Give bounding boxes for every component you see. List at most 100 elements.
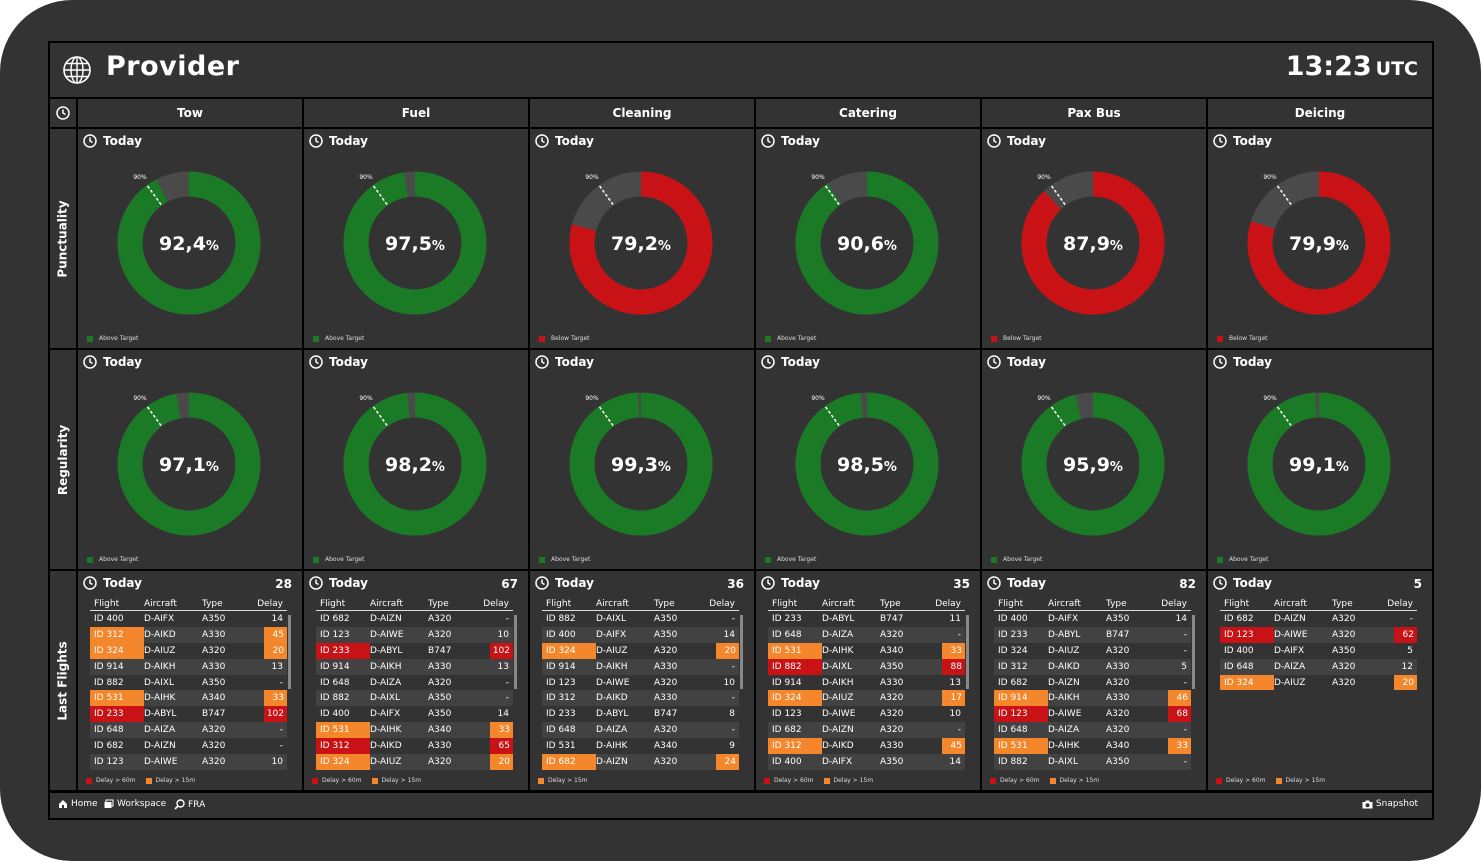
period-selector[interactable]: Today: [83, 355, 142, 369]
table-row[interactable]: ID 324 D-AIUZ A320 20: [542, 642, 739, 659]
table-row[interactable]: ID 233 D-ABYL B747 -: [994, 626, 1191, 643]
period-selector[interactable]: Today: [1213, 576, 1272, 590]
clock-icon: [83, 134, 97, 148]
period-selector[interactable]: Today: [309, 134, 368, 148]
table-row[interactable]: ID 233 D-ABYL B747 8: [542, 706, 739, 722]
table-row[interactable]: ID 882 D-AIXL A350 -: [316, 690, 513, 707]
table-row[interactable]: ID 682 D-AIZN A320 -: [994, 675, 1191, 691]
aircraft-cell: D-AIZA: [1274, 661, 1306, 672]
table-row[interactable]: ID 531 D-AIHK A340 33: [90, 690, 287, 707]
table-row[interactable]: ID 400 D-AIFX A350 14: [316, 706, 513, 722]
status-swatch: [765, 335, 771, 342]
table-row[interactable]: ID 882 D-AIXL A350 -: [542, 611, 739, 627]
table-row[interactable]: ID 324 D-AIUZ A320 20: [316, 754, 513, 770]
table-row[interactable]: ID 123 D-AIWE A320 10: [542, 675, 739, 691]
table-row[interactable]: ID 648 D-AIZA A320 -: [542, 722, 739, 739]
table-row[interactable]: ID 233 D-ABYL B747 102: [316, 642, 513, 659]
table-row[interactable]: ID 531 D-AIHK A340 33: [994, 738, 1191, 755]
table-row[interactable]: ID 682 D-AIZN A320 -: [90, 738, 287, 754]
regularity-card[interactable]: Today 90% 99,3% Above Target: [530, 350, 754, 569]
table-row[interactable]: ID 882 D-AIXL A350 -: [90, 675, 287, 691]
period-selector[interactable]: Today: [987, 355, 1046, 369]
table-row[interactable]: ID 233 D-ABYL B747 11: [768, 611, 965, 627]
table-row[interactable]: ID 123 D-AIWE A320 10: [316, 626, 513, 643]
table-row[interactable]: ID 233 D-ABYL B747 102: [90, 706, 287, 723]
punctuality-card[interactable]: Today 90% 87,9% Below Target: [982, 129, 1206, 348]
period-selector[interactable]: Today: [761, 355, 820, 369]
period-selector[interactable]: Today: [987, 576, 1046, 590]
table-row[interactable]: ID 682 D-AIZN A320 -: [1220, 611, 1417, 627]
period-selector[interactable]: Today: [1213, 355, 1272, 369]
table-row[interactable]: ID 123 D-AIWE A320 62: [1220, 626, 1417, 643]
table-scrollbar[interactable]: [514, 615, 517, 689]
table-row[interactable]: ID 914 D-AIKH A330 13: [316, 658, 513, 675]
period-selector[interactable]: Today: [1213, 134, 1272, 148]
period-selector[interactable]: Today: [83, 576, 142, 590]
table-row[interactable]: ID 531 D-AIHK A340 9: [542, 738, 739, 754]
table-row[interactable]: ID 400 D-AIFX A350 14: [994, 611, 1191, 627]
table-row[interactable]: ID 312 D-AIKD A330 5: [994, 658, 1191, 675]
period-selector[interactable]: Today: [761, 134, 820, 148]
punctuality-card[interactable]: Today 90% 97,5% Above Target: [304, 129, 528, 348]
table-row[interactable]: ID 312 D-AIKD A330 45: [90, 626, 287, 643]
regularity-card[interactable]: Today 90% 99,1% Above Target: [1208, 350, 1432, 569]
table-scrollbar[interactable]: [740, 615, 743, 689]
table-row[interactable]: ID 123 D-AIWE A320 10: [90, 754, 287, 770]
delay-cell: 33: [254, 690, 287, 707]
table-row[interactable]: ID 682 D-AIZN A320 -: [768, 722, 965, 739]
regularity-card[interactable]: Today 90% 98,5% Above Target: [756, 350, 980, 569]
table-row[interactable]: ID 312 D-AIKD A330 65: [316, 738, 513, 755]
table-scrollbar[interactable]: [1192, 615, 1195, 689]
table-scrollbar[interactable]: [966, 615, 969, 689]
table-row[interactable]: ID 324 D-AIUZ A320 20: [1220, 674, 1417, 691]
table-row[interactable]: ID 312 D-AIKD A330 -: [542, 690, 739, 707]
table-row[interactable]: ID 312 D-AIKD A330 45: [768, 738, 965, 755]
snapshot-button[interactable]: Snapshot: [1362, 799, 1418, 809]
punctuality-card[interactable]: Today 90% 79,9% Below Target: [1208, 129, 1432, 348]
table-row[interactable]: ID 648 D-AIZA A320 -: [90, 722, 287, 739]
table-row[interactable]: ID 914 D-AIKH A330 -: [542, 658, 739, 675]
period-selector[interactable]: Today: [535, 355, 594, 369]
table-row[interactable]: ID 648 D-AIZA A320 -: [768, 626, 965, 643]
table-row[interactable]: ID 682 D-AIZN A320 -: [316, 611, 513, 627]
table-row[interactable]: ID 914 D-AIKH A330 46: [994, 690, 1191, 707]
period-selector[interactable]: Today: [83, 134, 142, 148]
table-row[interactable]: ID 682 D-AIZN A320 24: [542, 754, 739, 770]
punctuality-card[interactable]: Today 90% 90,6% Above Target: [756, 129, 980, 348]
location-search-link[interactable]: FRA: [174, 799, 205, 810]
table-scrollbar[interactable]: [288, 615, 291, 689]
period-selector[interactable]: Today: [309, 576, 368, 590]
table-row[interactable]: ID 324 D-AIUZ A320 20: [90, 642, 287, 659]
table-row[interactable]: ID 531 D-AIHK A340 33: [768, 642, 965, 659]
period-selector[interactable]: Today: [987, 134, 1046, 148]
regularity-card[interactable]: Today 90% 97,1% Above Target: [78, 350, 302, 569]
table-row[interactable]: ID 914 D-AIKH A330 13: [90, 658, 287, 675]
period-selector[interactable]: Today: [761, 576, 820, 590]
period-selector[interactable]: Today: [535, 134, 594, 148]
period-selector[interactable]: Today: [309, 355, 368, 369]
table-row[interactable]: ID 123 D-AIWE A320 68: [994, 706, 1191, 723]
regularity-card[interactable]: Today 90% 98,2% Above Target: [304, 350, 528, 569]
regularity-card[interactable]: Today 90% 95,9% Above Target: [982, 350, 1206, 569]
table-row[interactable]: ID 400 D-AIFX A350 5: [1220, 643, 1417, 659]
column-header: Fuel: [304, 99, 528, 127]
table-row[interactable]: ID 400 D-AIFX A350 14: [768, 754, 965, 770]
table-row[interactable]: ID 123 D-AIWE A320 10: [768, 706, 965, 722]
period-selector[interactable]: Today: [535, 576, 594, 590]
table-row[interactable]: ID 324 D-AIUZ A320 -: [994, 643, 1191, 659]
workspace-link[interactable]: Workspace: [104, 799, 166, 809]
home-link[interactable]: Home: [58, 799, 98, 809]
table-row[interactable]: ID 914 D-AIKH A330 13: [768, 675, 965, 691]
table-row[interactable]: ID 400 D-AIFX A350 14: [542, 626, 739, 643]
table-row[interactable]: ID 882 D-AIXL A350 88: [768, 658, 965, 675]
table-row[interactable]: ID 648 D-AIZA A320 -: [994, 722, 1191, 739]
punctuality-card[interactable]: Today 90% 79,2% Below Target: [530, 129, 754, 348]
period-label: Today: [781, 576, 820, 590]
table-row[interactable]: ID 324 D-AIUZ A320 17: [768, 690, 965, 707]
table-row[interactable]: ID 648 D-AIZA A320 12: [1220, 658, 1417, 675]
table-row[interactable]: ID 648 D-AIZA A320 -: [316, 675, 513, 691]
punctuality-card[interactable]: Today 90% 92,4% Above Target: [78, 129, 302, 348]
table-row[interactable]: ID 400 D-AIFX A350 14: [90, 611, 287, 627]
table-row[interactable]: ID 531 D-AIHK A340 33: [316, 722, 513, 739]
table-row[interactable]: ID 882 D-AIXL A350 -: [994, 754, 1191, 770]
